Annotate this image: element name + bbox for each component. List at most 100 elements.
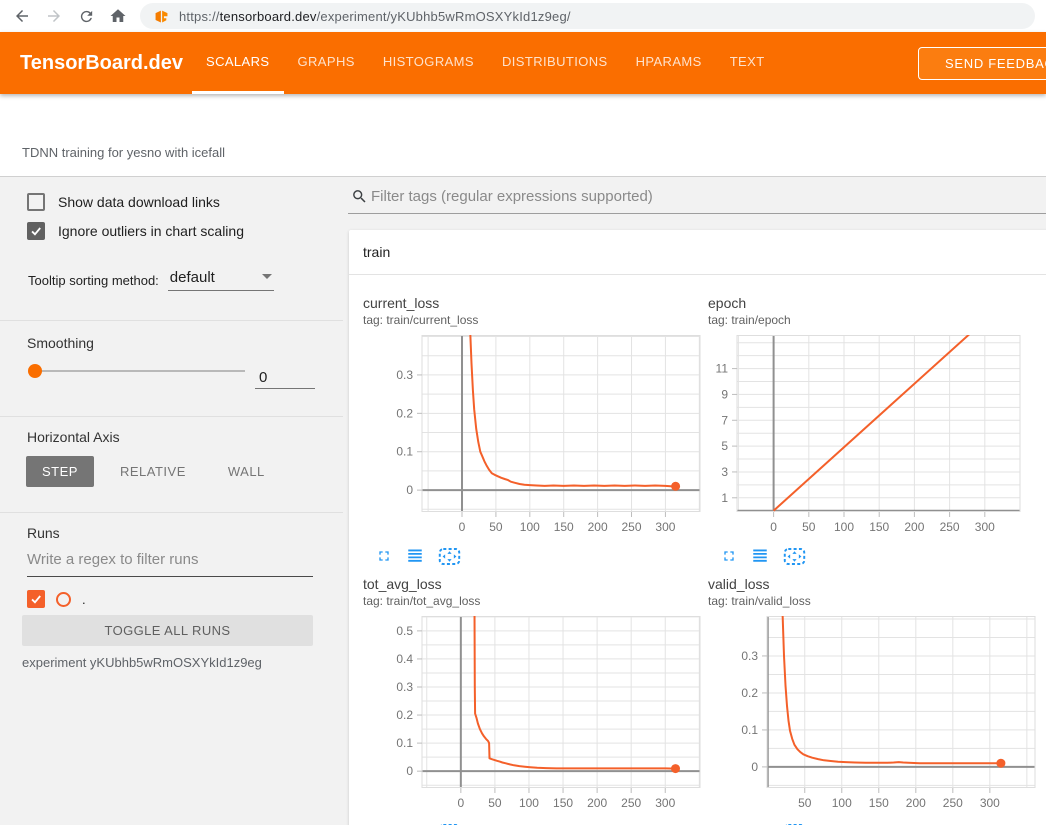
svg-text:300: 300 <box>655 520 675 534</box>
input-underline <box>348 213 1046 214</box>
svg-text:250: 250 <box>622 520 642 534</box>
ignore-outliers-checkbox[interactable]: Ignore outliers in chart scaling <box>27 222 244 240</box>
tab-hparams[interactable]: HPARAMS <box>622 32 716 94</box>
chart-actions <box>376 546 708 566</box>
tab-graphs[interactable]: GRAPHS <box>284 32 369 94</box>
chart-plot[interactable]: 5010015020025030000.10.20.3 <box>708 616 1046 816</box>
tag-filter-input[interactable] <box>371 185 1036 207</box>
axis-wall-button[interactable]: WALL <box>212 456 281 487</box>
tooltip-sorting-dropdown[interactable]: default <box>168 269 274 291</box>
tab-scalars[interactable]: SCALARS <box>192 32 284 94</box>
smoothing-label: Smoothing <box>27 335 94 351</box>
svg-text:0.4: 0.4 <box>396 652 413 666</box>
tooltip-sorting-label: Tooltip sorting method: <box>28 273 159 291</box>
run-checkbox[interactable] <box>27 590 45 608</box>
tensorboard-logo[interactable]: TensorBoard.dev <box>0 52 192 75</box>
experiment-id-label: experiment yKUbhb5wRmOSXYkId1z9eg <box>22 655 262 670</box>
fit-domain-icon[interactable] <box>438 547 461 566</box>
chart-plot[interactable]: 05010015020025030000.10.20.30.40.5 <box>363 616 708 816</box>
scalar-chart-card: valid_loss tag: train/valid_loss 5010015… <box>708 576 1046 825</box>
chart-plot[interactable]: 0501001502002503001357911 <box>708 335 1046 540</box>
svg-text:300: 300 <box>980 796 1000 810</box>
chart-tag: tag: train/current_loss <box>363 313 708 327</box>
svg-text:50: 50 <box>489 520 503 534</box>
data-table-icon[interactable] <box>406 547 424 565</box>
svg-text:50: 50 <box>802 520 816 534</box>
svg-text:100: 100 <box>519 796 539 810</box>
chart-tag: tag: train/tot_avg_loss <box>363 594 708 608</box>
axis-step-button[interactable]: STEP <box>26 456 94 487</box>
divider <box>0 416 343 417</box>
svg-text:7: 7 <box>721 413 728 427</box>
svg-text:0.5: 0.5 <box>396 624 413 638</box>
svg-text:200: 200 <box>588 520 608 534</box>
scalar-chart-card: tot_avg_loss tag: train/tot_avg_loss 050… <box>363 576 708 825</box>
show-download-links-checkbox[interactable]: Show data download links <box>27 193 220 211</box>
smoothing-value-input[interactable] <box>255 366 315 389</box>
fit-domain-icon[interactable] <box>783 547 806 566</box>
svg-text:250: 250 <box>943 796 963 810</box>
tensorboard-logo-icon <box>154 9 169 24</box>
chart-title: epoch <box>708 295 1046 311</box>
checkbox-checked-icon[interactable] <box>27 222 45 240</box>
section-title: train <box>363 244 390 260</box>
fullscreen-icon[interactable] <box>376 548 392 564</box>
fullscreen-icon[interactable] <box>721 548 737 564</box>
forward-icon[interactable] <box>38 2 70 30</box>
svg-text:0: 0 <box>770 520 777 534</box>
svg-text:3: 3 <box>721 465 728 479</box>
toggle-all-runs-button[interactable]: TOGGLE ALL RUNS <box>22 615 313 646</box>
back-icon[interactable] <box>6 2 38 30</box>
svg-text:250: 250 <box>940 520 960 534</box>
svg-text:0: 0 <box>459 520 466 534</box>
chart-plot[interactable]: 05010015020025030000.10.20.3 <box>363 335 708 540</box>
run-color-swatch <box>56 592 71 607</box>
slider-thumb[interactable] <box>28 364 42 378</box>
horizontal-axis-buttons: STEP RELATIVE WALL <box>26 456 281 487</box>
smoothing-slider[interactable] <box>30 363 245 379</box>
svg-text:300: 300 <box>975 520 995 534</box>
chart-actions <box>721 546 1046 566</box>
svg-text:0: 0 <box>406 483 413 497</box>
svg-text:150: 150 <box>869 520 889 534</box>
tab-bar: SCALARS GRAPHS HISTOGRAMS DISTRIBUTIONS … <box>192 32 779 94</box>
axis-relative-button[interactable]: RELATIVE <box>104 456 202 487</box>
runs-regex-input[interactable] <box>27 543 313 577</box>
tab-histograms[interactable]: HISTOGRAMS <box>369 32 488 94</box>
svg-text:0: 0 <box>406 764 413 778</box>
svg-text:0: 0 <box>457 796 464 810</box>
url-domain: tensorboard.dev <box>220 9 317 24</box>
tab-distributions[interactable]: DISTRIBUTIONS <box>488 32 622 94</box>
svg-text:200: 200 <box>906 796 926 810</box>
run-row[interactable]: . <box>27 590 86 608</box>
svg-text:200: 200 <box>904 520 924 534</box>
scalar-chart-card: current_loss tag: train/current_loss 050… <box>363 295 708 566</box>
svg-text:0.3: 0.3 <box>396 368 413 382</box>
svg-text:300: 300 <box>655 796 675 810</box>
home-icon[interactable] <box>102 2 134 30</box>
runs-label: Runs <box>27 525 60 541</box>
checkbox-unchecked-icon[interactable] <box>27 193 45 211</box>
svg-text:200: 200 <box>587 796 607 810</box>
svg-text:100: 100 <box>834 520 854 534</box>
chevron-down-icon <box>262 274 272 279</box>
svg-text:150: 150 <box>554 520 574 534</box>
checkbox-label: Ignore outliers in chart scaling <box>58 223 244 239</box>
section-header-train[interactable]: train <box>349 230 1046 275</box>
tab-text[interactable]: TEXT <box>716 32 779 94</box>
reload-icon[interactable] <box>70 2 102 30</box>
run-name: . <box>82 592 86 607</box>
svg-text:0.3: 0.3 <box>396 680 413 694</box>
slider-track[interactable] <box>30 370 245 372</box>
charts-grid: current_loss tag: train/current_loss 050… <box>349 295 1046 825</box>
address-bar[interactable]: https://tensorboard.dev/experiment/yKUbh… <box>140 3 1035 29</box>
horizontal-axis-label: Horizontal Axis <box>27 429 120 445</box>
chart-title: tot_avg_loss <box>363 576 708 592</box>
experiment-band: TDNN training for yesno with icefall <box>0 94 1046 177</box>
svg-text:0.1: 0.1 <box>396 445 413 459</box>
svg-text:9: 9 <box>721 387 728 401</box>
app-header: TensorBoard.dev SCALARS GRAPHS HISTOGRAM… <box>0 32 1046 94</box>
svg-text:0: 0 <box>751 760 758 774</box>
data-table-icon[interactable] <box>751 547 769 565</box>
send-feedback-button[interactable]: SEND FEEDBACK <box>918 47 1046 80</box>
